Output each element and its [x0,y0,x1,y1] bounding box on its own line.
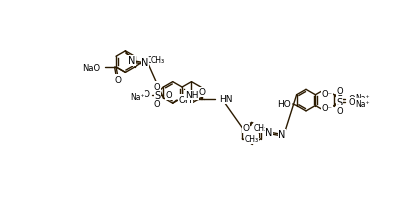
Text: S: S [336,94,342,104]
Text: O: O [348,98,354,107]
Text: O: O [348,95,354,104]
Text: N: N [265,127,272,137]
Text: O⁻: O⁻ [321,89,332,98]
Text: Na⁺: Na⁺ [354,93,369,102]
Text: N: N [128,56,135,66]
Text: HO: HO [276,100,290,109]
Text: CH₃: CH₃ [244,134,258,143]
Text: NaO: NaO [82,63,100,72]
Text: O: O [242,124,249,133]
Text: O: O [154,82,160,91]
Text: HN: HN [219,95,232,104]
Text: O: O [165,91,172,100]
Text: S: S [336,97,342,107]
Text: O: O [336,106,342,115]
Text: S: S [154,90,160,100]
Text: N: N [141,58,148,68]
Text: O: O [198,88,205,97]
Text: N: N [277,129,285,139]
Text: O: O [115,75,122,84]
Text: CH₃: CH₃ [253,124,267,133]
Text: Na⁺: Na⁺ [354,99,369,108]
Text: O⁻: O⁻ [321,103,332,112]
Text: NH: NH [184,91,198,100]
Text: O: O [154,100,160,109]
Text: Na⁺: Na⁺ [130,92,144,101]
Text: O: O [146,56,153,64]
Text: OH: OH [178,95,192,104]
Text: CH₃: CH₃ [151,56,165,64]
Text: O: O [336,86,342,95]
Text: ⁻O: ⁻O [139,89,150,98]
